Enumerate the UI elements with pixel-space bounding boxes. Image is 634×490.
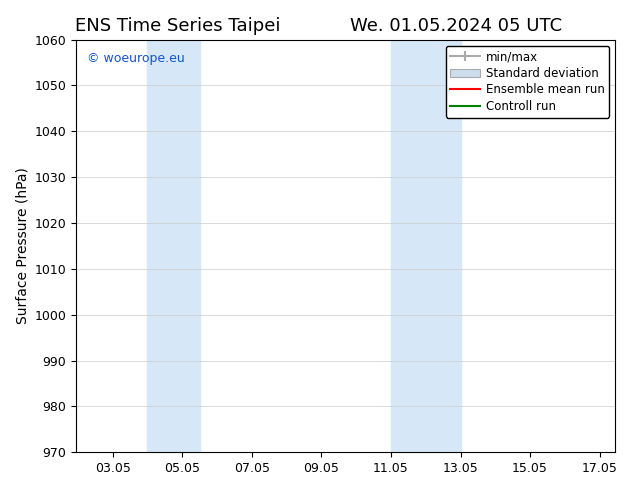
Y-axis label: Surface Pressure (hPa): Surface Pressure (hPa) xyxy=(15,168,29,324)
Legend: min/max, Standard deviation, Ensemble mean run, Controll run: min/max, Standard deviation, Ensemble me… xyxy=(446,46,609,118)
Bar xyxy=(148,40,200,452)
Bar xyxy=(391,40,460,452)
Text: ENS Time Series Taipei: ENS Time Series Taipei xyxy=(75,17,280,35)
Text: © woeurope.eu: © woeurope.eu xyxy=(87,52,184,65)
Text: We. 01.05.2024 05 UTC: We. 01.05.2024 05 UTC xyxy=(351,17,562,35)
